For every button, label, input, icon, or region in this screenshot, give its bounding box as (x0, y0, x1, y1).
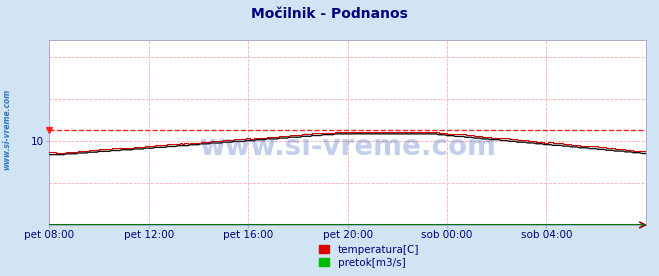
Legend: temperatura[C], pretok[m3/s]: temperatura[C], pretok[m3/s] (316, 242, 422, 271)
Text: Močilnik - Podnanos: Močilnik - Podnanos (251, 7, 408, 21)
Text: www.si-vreme.com: www.si-vreme.com (3, 89, 12, 170)
Text: www.si-vreme.com: www.si-vreme.com (199, 133, 496, 161)
